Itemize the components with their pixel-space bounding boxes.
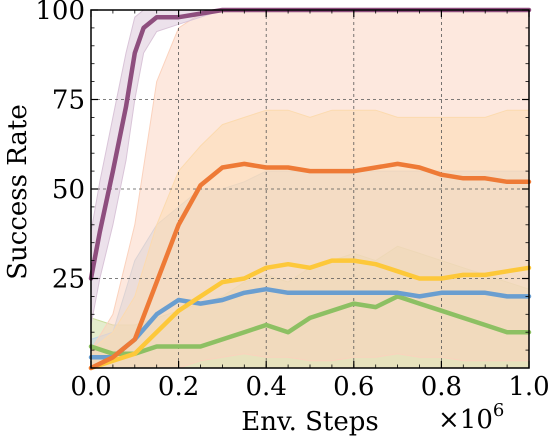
x-axis-multiplier-base: ×10 bbox=[438, 405, 493, 435]
x-tick-label-2: 0.4 bbox=[246, 372, 287, 402]
x-tick-label-4: 0.8 bbox=[421, 372, 462, 402]
x-axis-multiplier-exponent: 6 bbox=[493, 400, 504, 421]
x-axis-label: Env. Steps bbox=[241, 407, 379, 437]
y-tick-label-0: 25 bbox=[52, 265, 85, 295]
y-tick-label-2: 75 bbox=[52, 86, 85, 116]
y-axis-label: Success Rate bbox=[3, 104, 33, 280]
y-tick-label-3: 100 bbox=[35, 0, 85, 26]
x-tick-label-3: 0.6 bbox=[333, 372, 374, 402]
y-tick-label-1: 50 bbox=[52, 175, 85, 205]
x-tick-label-5: 1.0 bbox=[508, 372, 549, 402]
x-tick-label-1: 0.2 bbox=[158, 372, 199, 402]
x-tick-label-0: 0.0 bbox=[70, 372, 111, 402]
